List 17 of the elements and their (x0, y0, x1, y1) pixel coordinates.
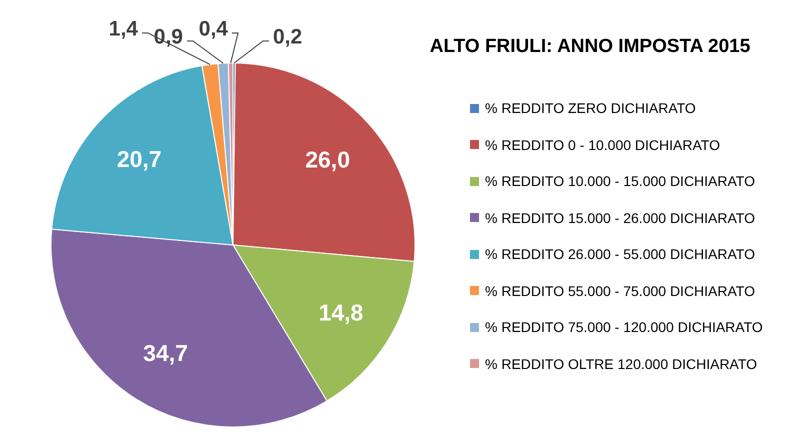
legend-label: % REDDITO 0 - 10.000 DICHIARATO (485, 136, 720, 153)
legend-label: % REDDITO 15.000 - 26.000 DICHIARATO (485, 210, 755, 226)
legend-label: % REDDITO 10.000 - 15.000 DICHIARATO (485, 173, 755, 190)
legend-label: % REDDITO ZERO DICHIARATO (485, 100, 696, 116)
data-label: 34,7 (143, 340, 188, 366)
data-label: 20,7 (116, 146, 162, 172)
data-label: 0,9 (154, 26, 183, 48)
data-label: 14,8 (318, 300, 364, 326)
data-label: 0,4 (198, 18, 228, 40)
legend-label: % REDDITO OLTRE 120.000 DICHIARATO (485, 356, 758, 372)
data-label: 1,4 (108, 18, 138, 40)
data-label: 0,2 (273, 26, 302, 48)
text: ALTO FRIULI: ANNO IMPOSTA 2015 (428, 36, 752, 58)
legend-label: % REDDITO 55.000 - 75.000 DICHIARATO (485, 282, 755, 299)
data-label: 26,0 (305, 146, 350, 173)
legend-label: % REDDITO 26.000 - 55.000 DICHIARATO (485, 246, 755, 262)
legend-label: % REDDITO 75.000 - 120.000 DICHIARATO (485, 319, 763, 336)
